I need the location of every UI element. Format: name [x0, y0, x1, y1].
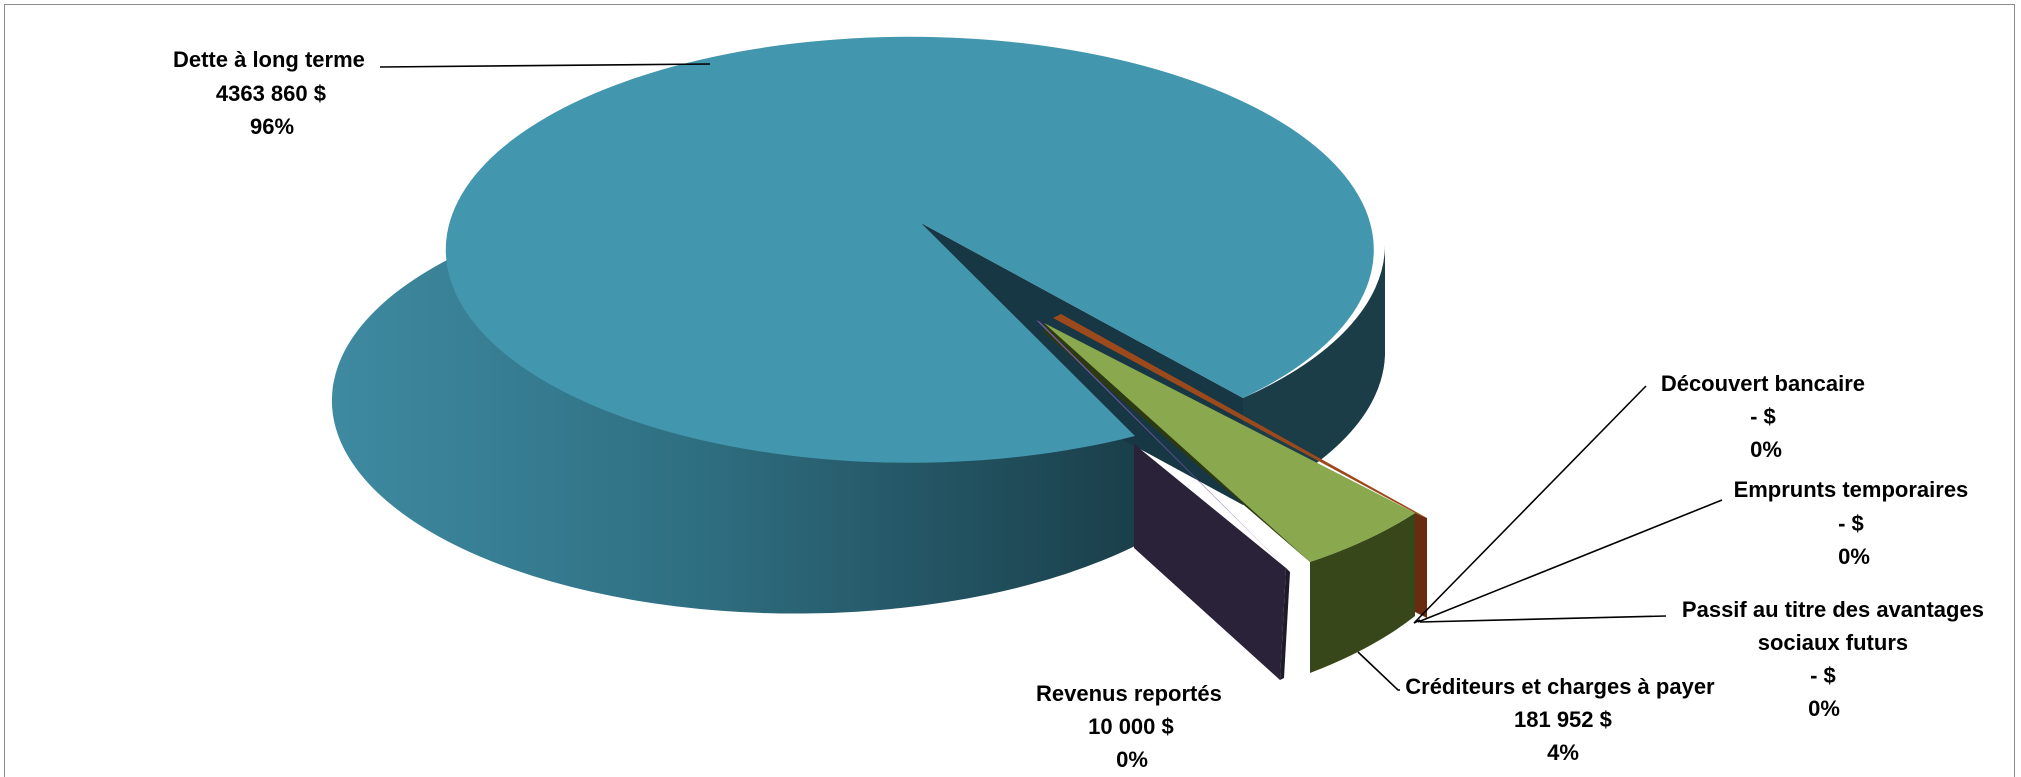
slice-dette-wall-outer	[331, 255, 1135, 614]
slice-revenus-reportes	[1036, 320, 1290, 680]
leader-dette	[379, 63, 711, 68]
slice-revenus-rim	[1280, 568, 1290, 680]
slice-crediteurs-top	[1044, 323, 1415, 562]
label-emprunts-name: Emprunts temporaires	[1734, 477, 1969, 502]
svg-text:Revenus reportés 10 000: Revenus reportés 10 000 $ 0%	[1036, 681, 1228, 772]
leader-passif	[1419, 615, 1667, 623]
slice-dette-wall-right	[1243, 245, 1385, 505]
label-crediteurs-value: 181 952 $	[1514, 707, 1612, 732]
svg-text:Dette à long terme 4363: Dette à long terme 4363 860 $ 96%	[173, 47, 371, 139]
label-dette-value: 4363 860 $	[216, 81, 326, 106]
label-crediteurs-name: Créditeurs et charges à payer	[1405, 674, 1715, 699]
label-decouvert-name: Découvert bancaire	[1661, 371, 1865, 396]
leader-emprunts	[1417, 499, 1723, 623]
leader-crediteurs	[1357, 651, 1400, 691]
svg-text:Découvert bancaire -: Découvert bancaire - $ 0%	[1661, 371, 1871, 462]
slice-crediteurs-brown-top	[1053, 314, 1427, 518]
leader-decouvert	[1413, 385, 1647, 624]
label-revenus-percent: 0%	[1116, 747, 1148, 772]
slice-labels: Dette à long terme 4363 860 $ 96% Découv…	[173, 47, 1990, 772]
label-emprunts-percent: 0%	[1838, 544, 1870, 569]
svg-text:Créditeurs et charges à payer: Créditeurs et charges à payer 181 952 $ …	[1405, 674, 1721, 765]
label-passif-value: - $	[1810, 663, 1836, 688]
label-revenus-value: 10 000 $	[1088, 714, 1174, 739]
svg-text:Passif au titre des avantages: Passif au titre des avantages sociaux fu…	[1682, 597, 1990, 721]
label-passif-percent: 0%	[1808, 696, 1840, 721]
label-passif-name-line1: Passif au titre des avantages	[1682, 597, 1984, 622]
label-dette-name: Dette à long terme	[173, 47, 365, 72]
label-decouvert-percent: 0%	[1750, 437, 1782, 462]
label-passif-name-line2: sociaux futurs	[1758, 630, 1908, 655]
chart-frame	[4, 4, 2015, 777]
label-crediteurs-percent: 4%	[1547, 740, 1579, 765]
slice-crediteurs-wall	[1310, 513, 1415, 673]
svg-text:Emprunts temporaires -: Emprunts temporaires - $ 0%	[1734, 477, 1975, 569]
leader-lines	[379, 63, 1723, 691]
label-dette-percent: 96%	[250, 114, 294, 139]
slice-dette-top	[445, 36, 1374, 463]
label-revenus-name: Revenus reportés	[1036, 681, 1222, 706]
slice-crediteurs	[1044, 314, 1427, 673]
label-emprunts-value: - $	[1838, 511, 1864, 536]
slice-revenus-wall	[1134, 444, 1286, 680]
label-decouvert-value: - $	[1750, 404, 1776, 429]
slice-crediteurs-brown-wall	[1415, 513, 1427, 618]
